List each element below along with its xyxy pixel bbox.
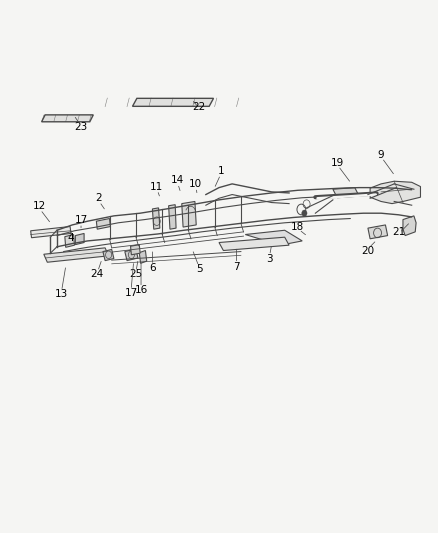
Polygon shape [245, 230, 302, 245]
Text: 17: 17 [74, 215, 88, 224]
Polygon shape [219, 237, 289, 251]
Polygon shape [169, 205, 176, 229]
Polygon shape [131, 245, 140, 255]
Text: 4: 4 [67, 233, 74, 243]
Circle shape [302, 210, 307, 216]
Polygon shape [75, 233, 84, 245]
Polygon shape [44, 248, 109, 262]
Text: 21: 21 [392, 227, 405, 237]
Text: 23: 23 [74, 122, 88, 132]
Text: 9: 9 [378, 150, 385, 159]
Text: 10: 10 [189, 179, 202, 189]
Polygon shape [125, 249, 138, 261]
Polygon shape [132, 98, 214, 106]
Text: 25: 25 [129, 270, 142, 279]
Text: 22: 22 [193, 102, 206, 111]
Polygon shape [96, 219, 110, 229]
Text: 14: 14 [171, 175, 184, 185]
Polygon shape [65, 235, 74, 247]
Text: 5: 5 [196, 264, 203, 274]
Text: 1: 1 [218, 166, 225, 175]
Text: 6: 6 [149, 263, 156, 273]
Polygon shape [31, 227, 71, 238]
Text: 17: 17 [124, 288, 138, 298]
Text: 20: 20 [361, 246, 374, 255]
Polygon shape [370, 181, 420, 204]
Text: 18: 18 [291, 222, 304, 231]
Polygon shape [182, 201, 196, 227]
Polygon shape [103, 249, 114, 261]
Text: 12: 12 [33, 201, 46, 211]
Text: 7: 7 [233, 262, 240, 271]
Text: 13: 13 [55, 289, 68, 299]
Text: 19: 19 [331, 158, 344, 167]
Polygon shape [403, 216, 416, 236]
Polygon shape [333, 188, 359, 198]
Polygon shape [368, 225, 388, 239]
Polygon shape [139, 251, 147, 263]
Text: 24: 24 [91, 270, 104, 279]
Text: 2: 2 [95, 193, 102, 203]
Text: 11: 11 [150, 182, 163, 191]
Text: 3: 3 [266, 254, 273, 263]
Text: 16: 16 [134, 286, 148, 295]
Polygon shape [42, 115, 93, 122]
Polygon shape [152, 208, 160, 229]
